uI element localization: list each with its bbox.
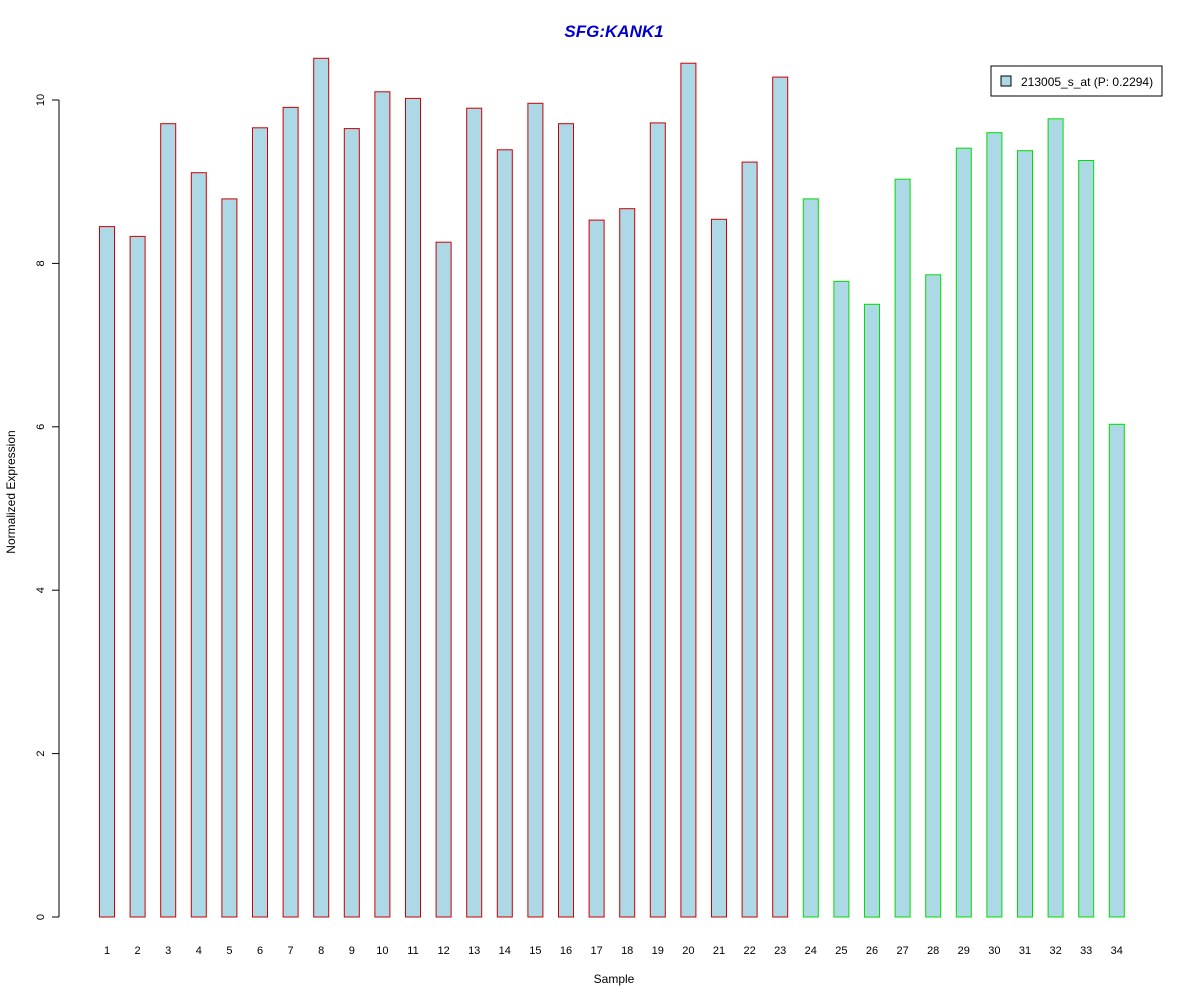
bar-27 xyxy=(894,178,911,918)
bar-14 xyxy=(496,149,513,918)
x-tick-label-33: 33 xyxy=(1080,945,1092,957)
x-tick-label-17: 17 xyxy=(590,945,602,957)
legend-entry: 213005_s_at (P: 0.2294) xyxy=(1021,75,1153,89)
x-tick-label-4: 4 xyxy=(196,945,202,957)
bar-32 xyxy=(1047,118,1064,918)
bar-33 xyxy=(1078,160,1095,918)
x-tick-label-12: 12 xyxy=(437,945,449,957)
x-tick-label-25: 25 xyxy=(835,945,847,957)
bar-23 xyxy=(772,76,789,918)
bar-29 xyxy=(955,147,972,918)
x-tick-labels: 1 2 3 4 5 6 7 8 9 10 11 12 13 14 15 16 17 18 19 20 21 22 23 24 2… xyxy=(104,945,1123,957)
x-tick-label-31: 31 xyxy=(1019,945,1031,957)
bar-2 xyxy=(129,235,146,918)
x-tick-label-18: 18 xyxy=(621,945,633,957)
bar-19 xyxy=(649,122,666,918)
y-tick-label: 0 xyxy=(35,914,47,920)
x-tick-label-24: 24 xyxy=(805,945,817,957)
x-axis-label: Sample xyxy=(594,972,635,986)
y-axis: 0 2 4 6 8 10 xyxy=(35,94,60,920)
bar-15 xyxy=(527,102,544,918)
bar-16 xyxy=(558,123,574,918)
x-tick-label-6: 6 xyxy=(257,945,263,957)
x-tick-label-16: 16 xyxy=(560,945,572,957)
bar-20 xyxy=(680,62,697,918)
bar-34 xyxy=(1108,423,1125,918)
bar-7 xyxy=(282,106,299,918)
x-tick-label-14: 14 xyxy=(499,945,511,957)
bar-1 xyxy=(99,226,115,918)
x-tick-label-7: 7 xyxy=(288,945,294,957)
y-tick-label: 2 xyxy=(35,751,47,757)
bar-9 xyxy=(343,128,360,918)
x-tick-label-22: 22 xyxy=(743,945,755,957)
x-tick-label-20: 20 xyxy=(682,945,694,957)
x-tick-label-11: 11 xyxy=(407,945,418,957)
x-tick-label-29: 29 xyxy=(958,945,970,957)
bar-11 xyxy=(405,97,421,918)
bar-6 xyxy=(252,127,268,918)
y-axis-label: Normalized Expression xyxy=(4,430,18,553)
x-tick-label-34: 34 xyxy=(1111,945,1123,957)
x-tick-label-2: 2 xyxy=(135,945,141,957)
legend-box xyxy=(990,65,1163,97)
bar-8 xyxy=(313,57,330,918)
x-tick-label-32: 32 xyxy=(1049,945,1061,957)
x-tick-label-1: 1 xyxy=(104,945,110,957)
bar-31 xyxy=(1017,150,1033,918)
x-tick-label-21: 21 xyxy=(713,945,725,957)
x-tick-label-5: 5 xyxy=(226,945,232,957)
y-tick-label: 8 xyxy=(35,260,47,266)
bar-30 xyxy=(986,132,1003,918)
bar-5 xyxy=(221,198,238,918)
x-tick-label-26: 26 xyxy=(866,945,878,957)
bar-10 xyxy=(374,91,391,918)
x-tick-label-13: 13 xyxy=(468,945,480,957)
x-tick-label-10: 10 xyxy=(376,945,388,957)
bar-12 xyxy=(435,241,452,918)
x-tick-label-23: 23 xyxy=(774,945,786,957)
bars xyxy=(99,57,1125,918)
bar-28 xyxy=(925,274,942,918)
bar-18 xyxy=(619,208,636,918)
bar-25 xyxy=(833,280,850,918)
bar-22 xyxy=(741,161,758,918)
chart-title: SFG:KANK1 xyxy=(564,22,663,41)
x-tick-label-8: 8 xyxy=(318,945,324,957)
x-tick-label-28: 28 xyxy=(927,945,939,957)
bar-4 xyxy=(190,172,207,918)
y-tick-label: 6 xyxy=(35,424,47,430)
y-tick-label: 4 xyxy=(35,587,47,593)
x-tick-label-9: 9 xyxy=(349,945,355,957)
legend: 213005_s_at (P: 0.2294) xyxy=(990,65,1163,97)
bar-13 xyxy=(466,107,483,918)
x-tick-label-3: 3 xyxy=(165,945,171,957)
bar-21 xyxy=(711,218,727,918)
x-tick-label-19: 19 xyxy=(652,945,664,957)
bar-24 xyxy=(802,198,819,918)
bar-3 xyxy=(160,123,177,918)
y-tick-label: 10 xyxy=(35,94,47,106)
x-tick-label-30: 30 xyxy=(988,945,1000,957)
bar-26 xyxy=(864,303,880,918)
legend-swatch xyxy=(1000,75,1012,87)
x-tick-label-27: 27 xyxy=(896,945,908,957)
x-tick-label-15: 15 xyxy=(529,945,541,957)
bar-17 xyxy=(588,219,605,918)
